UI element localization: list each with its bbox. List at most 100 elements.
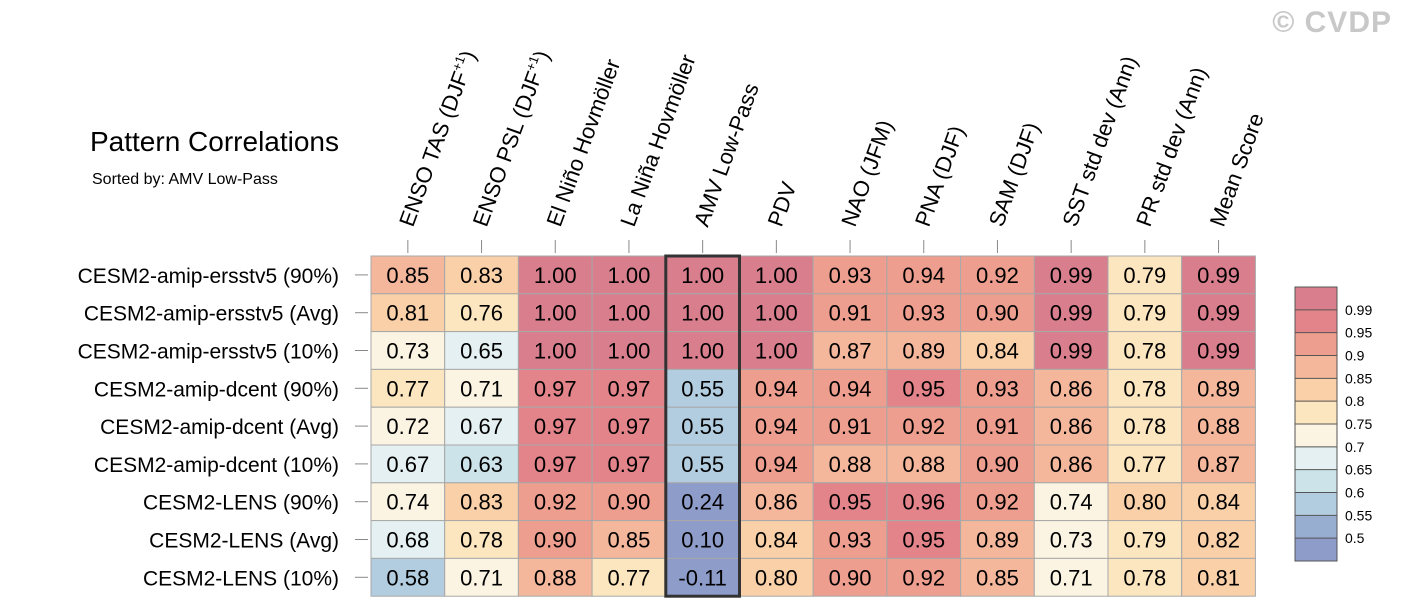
- cell-value: 0.90: [829, 565, 872, 590]
- heatmap-cell: [517, 368, 593, 408]
- cell-value: 0.84: [755, 528, 798, 553]
- colorbar-segment: [1295, 424, 1337, 447]
- cell-value: 1.00: [681, 301, 724, 326]
- cell-value: 0.68: [386, 528, 429, 553]
- cell-value: 0.73: [1050, 528, 1093, 553]
- heatmap-cell: [739, 406, 814, 446]
- heatmap-cell: [960, 444, 1035, 484]
- cell-value: 0.99: [1050, 339, 1093, 364]
- column-label: El Niño Hovmöller: [541, 56, 625, 230]
- heatmap-cell: [665, 444, 740, 484]
- cell-value: 0.89: [976, 528, 1019, 553]
- heatmap-cell: [370, 368, 446, 408]
- cell-value: 0.82: [1197, 528, 1240, 553]
- column-label: ENSO PSL (DJF+1): [467, 47, 555, 230]
- cell-value: 0.85: [976, 565, 1019, 590]
- cell-value: 0.65: [460, 339, 503, 364]
- heatmap-cell: [1107, 293, 1183, 333]
- colorbar-segment: [1295, 469, 1337, 493]
- column-label: NAO (JFM): [836, 117, 898, 230]
- heatmap-cell: [665, 482, 740, 522]
- heatmap-cell: [739, 520, 814, 559]
- chart-title: Pattern Correlations: [90, 126, 340, 157]
- cell-value: 0.79: [1123, 528, 1166, 553]
- cell-value: 0.83: [460, 490, 503, 515]
- cell-value: 0.87: [829, 339, 872, 364]
- cell-value: 0.91: [976, 414, 1019, 439]
- row-label: CESM2-amip-ersstv5 (90%): [78, 265, 339, 288]
- cell-value: 0.88: [1197, 414, 1240, 439]
- cell-value: 0.58: [386, 565, 429, 590]
- heatmap-cell: [1033, 444, 1109, 484]
- chart-subtitle: Sorted by: AMV Low-Pass: [92, 171, 278, 188]
- colorbar-segment: [1295, 309, 1337, 333]
- cell-value: 0.99: [1197, 339, 1240, 364]
- heatmap-cell: [591, 331, 667, 370]
- heatmap-cell: [1181, 520, 1256, 559]
- heatmap-cell: [739, 293, 814, 333]
- column-label: La Niña Hovmöller: [615, 51, 700, 230]
- column-label: SAM (DJF): [984, 119, 1045, 230]
- cell-value: 0.67: [386, 452, 429, 477]
- heatmap-cell: [370, 482, 446, 522]
- cell-value: 0.86: [755, 490, 798, 515]
- cell-value: 1.00: [534, 263, 577, 288]
- row-label: CESM2-amip-ersstv5 (10%): [78, 341, 339, 364]
- cell-value: 0.81: [1197, 565, 1240, 590]
- heatmap-cell: [591, 444, 667, 484]
- heatmap-cell: [886, 444, 962, 484]
- cell-value: 0.89: [1197, 376, 1240, 401]
- cell-value: 0.74: [1050, 490, 1093, 515]
- cell-value: 0.97: [534, 414, 577, 439]
- cell-value: 1.00: [681, 339, 724, 364]
- watermark: © CVDP: [1272, 6, 1392, 39]
- heatmap-cell: [444, 482, 519, 522]
- heatmap-cell: [1107, 255, 1183, 295]
- cell-value: 0.91: [829, 301, 872, 326]
- heatmap-cell: [1181, 482, 1256, 522]
- cell-value: 0.93: [829, 528, 872, 553]
- column-label: AMV Low-Pass: [689, 80, 764, 230]
- cell-value: 0.76: [460, 301, 503, 326]
- cell-value: 0.94: [829, 376, 872, 401]
- heatmap-cell: [1033, 368, 1109, 408]
- cell-value: 0.99: [1050, 301, 1093, 326]
- colorbar-label: 0.65: [1345, 462, 1372, 478]
- cell-value: 0.67: [460, 414, 503, 439]
- cell-value: 0.86: [1050, 376, 1093, 401]
- cell-value: 0.87: [1197, 452, 1240, 477]
- heatmap-cell: [444, 444, 519, 484]
- cell-value: 1.00: [755, 301, 798, 326]
- highlight-column-border: [664, 254, 741, 598]
- colorbar-label: 0.5: [1345, 530, 1365, 546]
- colorbar-label: 0.9: [1345, 348, 1365, 364]
- cell-value: 0.94: [755, 452, 798, 477]
- colorbar-segment: [1295, 446, 1337, 470]
- heatmap-cell: [370, 557, 446, 597]
- row-label: CESM2-amip-ersstv5 (Avg): [84, 303, 339, 326]
- heatmap-cell: [591, 557, 667, 597]
- cell-value: 0.55: [681, 414, 724, 439]
- colorbar-segment: [1295, 538, 1337, 561]
- cell-value: 0.85: [608, 528, 651, 553]
- cell-value: 0.95: [829, 490, 872, 515]
- heatmap-cell: [517, 557, 593, 597]
- column-label: Mean Score: [1205, 110, 1269, 230]
- cell-value: 0.99: [1050, 263, 1093, 288]
- heatmap-cell: [960, 331, 1035, 370]
- cell-value: 1.00: [608, 339, 651, 364]
- cell-value: 0.85: [386, 263, 429, 288]
- heatmap-cell: [1107, 557, 1183, 597]
- heatmap-cell: [444, 255, 519, 295]
- cell-value: 0.97: [608, 414, 651, 439]
- cell-value: 0.93: [829, 263, 872, 288]
- cell-value: 0.92: [902, 565, 945, 590]
- cell-value: 0.91: [829, 414, 872, 439]
- cell-value: 0.88: [902, 452, 945, 477]
- column-label: PDV: [763, 178, 802, 229]
- colorbar-label: 0.85: [1345, 370, 1372, 386]
- cell-value: 0.81: [386, 301, 429, 326]
- cell-value: 0.93: [902, 301, 945, 326]
- heatmap-cell: [1181, 406, 1256, 446]
- row-label: CESM2-amip-dcent (Avg): [100, 416, 339, 439]
